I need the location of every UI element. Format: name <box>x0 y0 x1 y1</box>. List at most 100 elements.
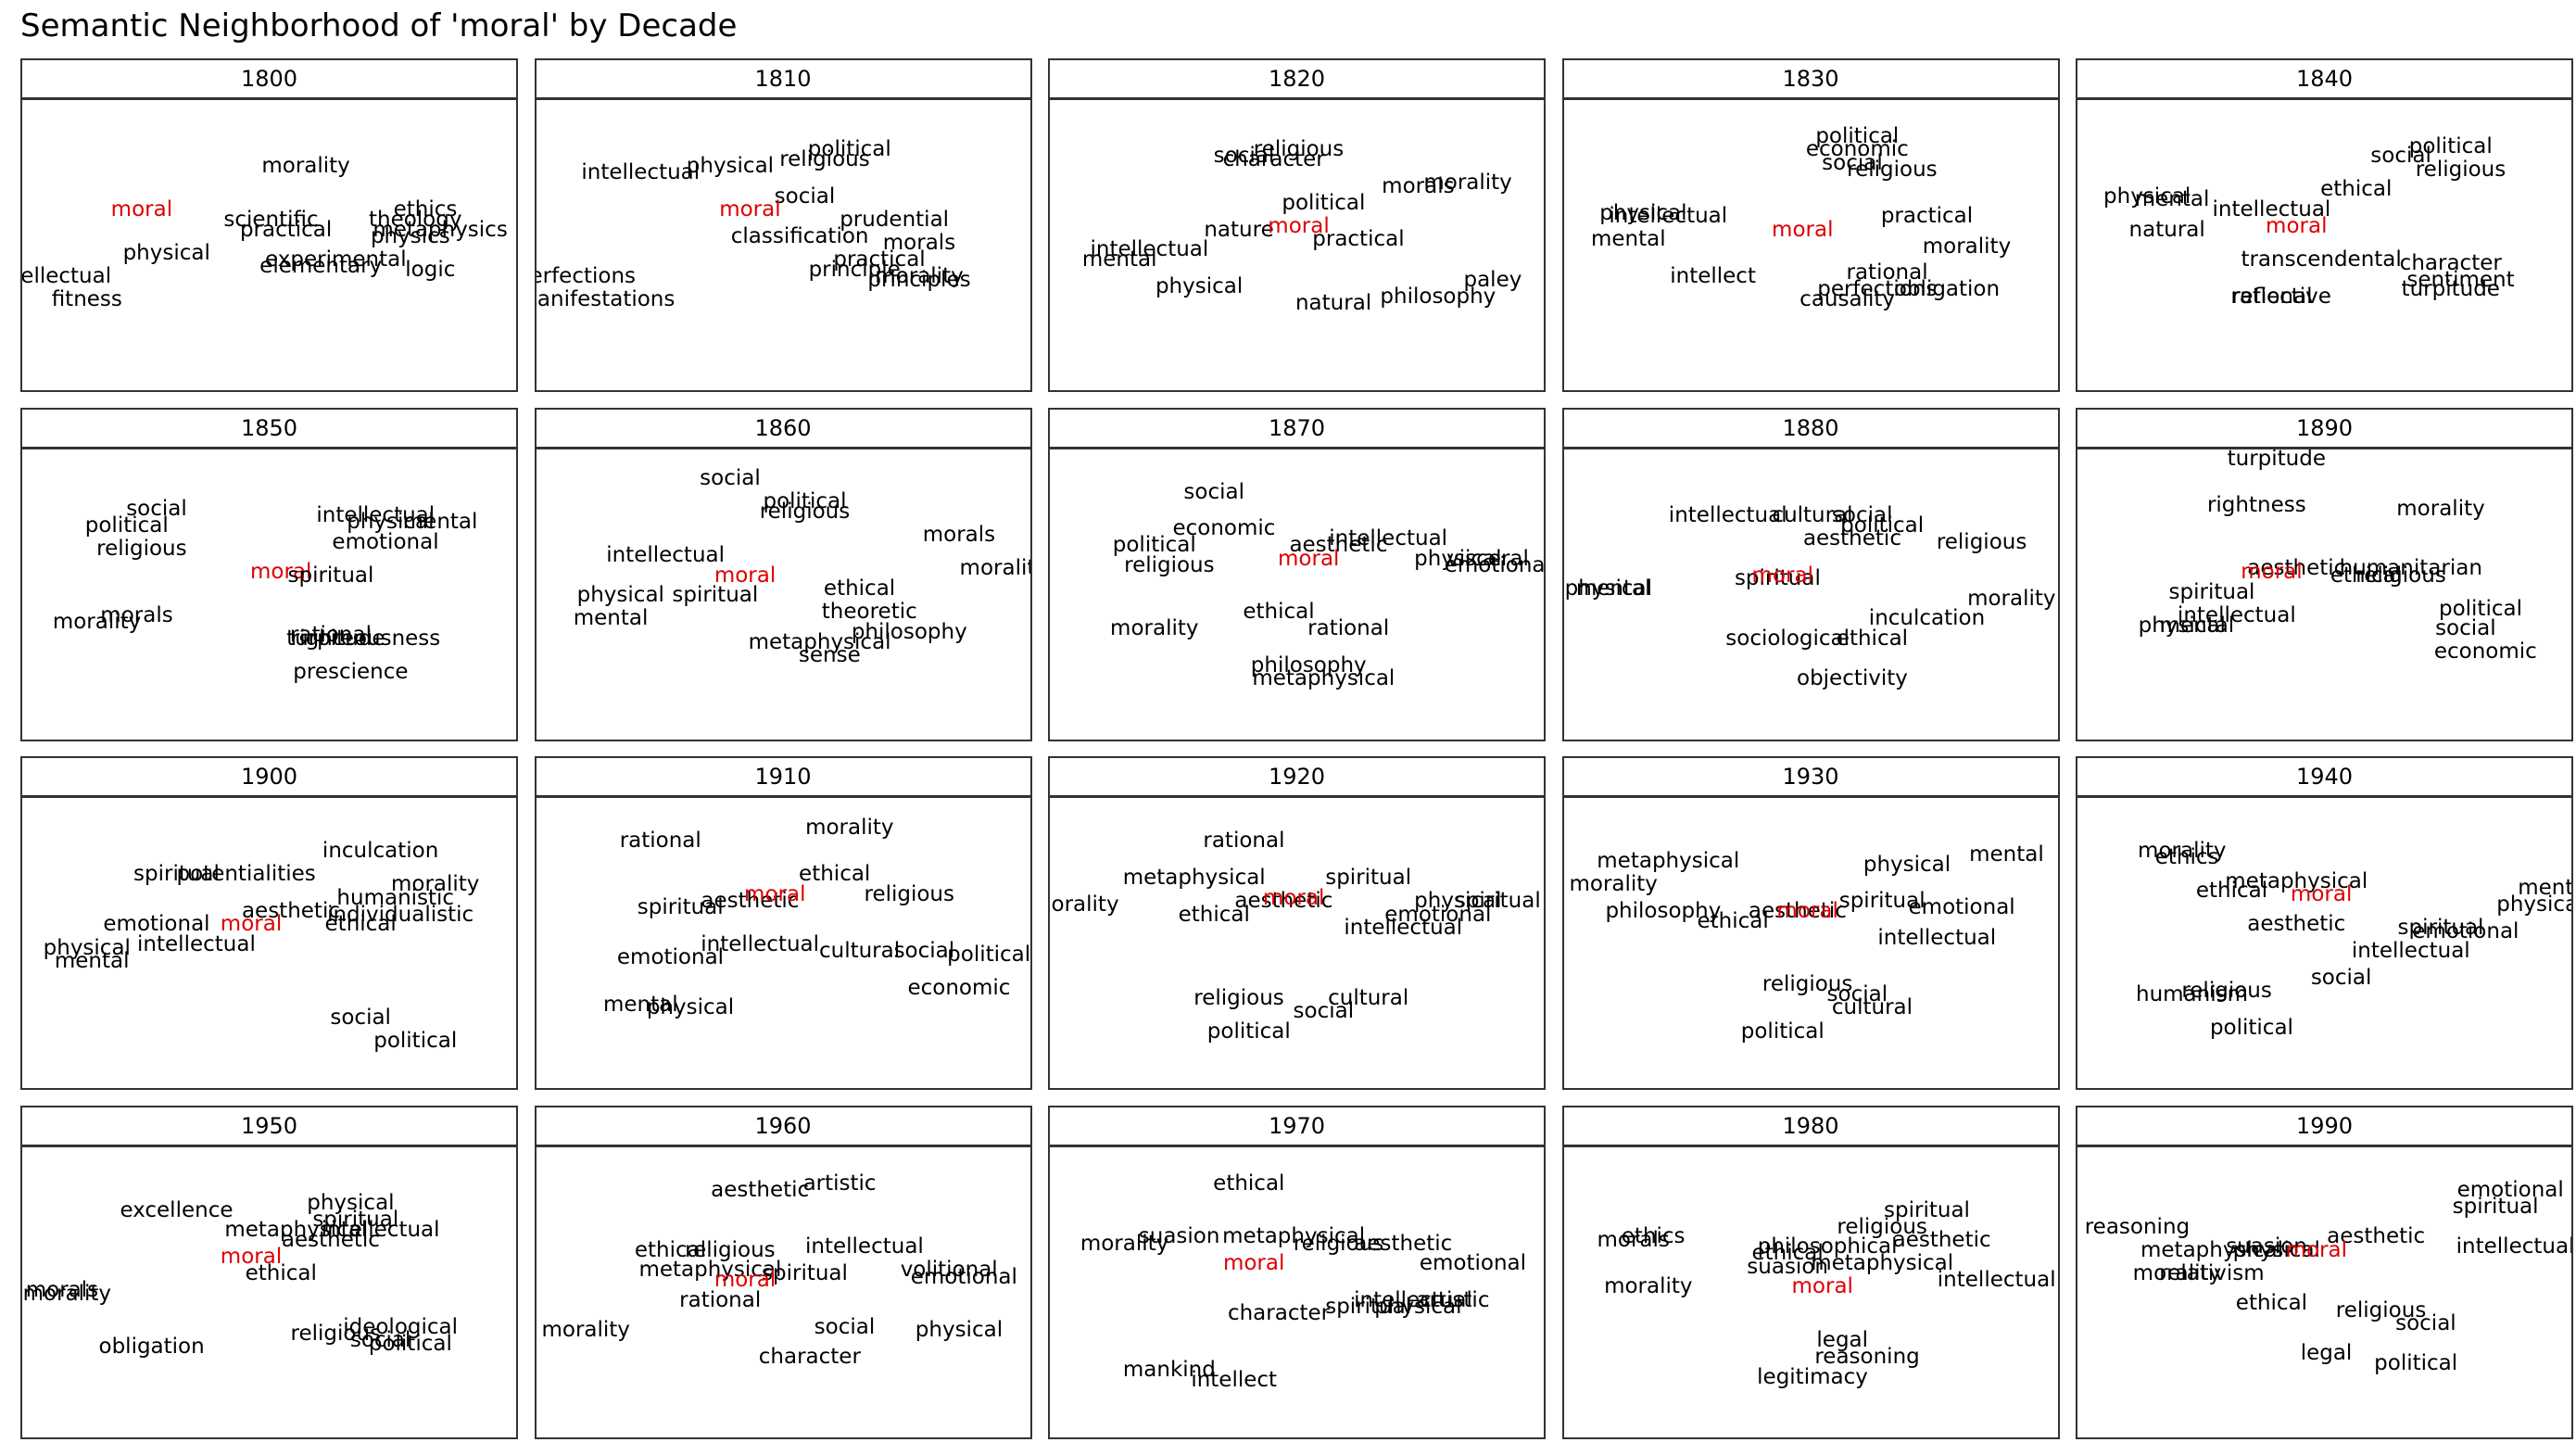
neighbor-word-label: philosophy <box>1250 652 1367 677</box>
neighbor-word-label: social <box>2435 616 2496 641</box>
panel-plot-area: spiritual religious morals ethics aesthetic p… <box>1561 1146 2060 1440</box>
neighbor-word-label: philosophy <box>1605 898 1722 923</box>
neighbor-word-label: intellectual <box>1668 502 1787 527</box>
neighbor-word-label: ideological <box>343 1314 459 1339</box>
panel-1810: 1810 political religious intellectual physic… <box>534 58 1032 392</box>
neighbor-word-label: spiritual <box>2397 915 2484 940</box>
neighbor-word-label: morals <box>1597 1228 1670 1253</box>
neighbor-word-label: political <box>368 1331 452 1356</box>
neighbor-word-label: intellectual <box>1344 915 1463 940</box>
neighbor-word-label: religious <box>779 147 870 171</box>
neighbor-word-label: legal <box>2300 1341 2353 1366</box>
neighbor-word-label: religious <box>685 1237 776 1262</box>
neighbor-word-label: physical <box>576 583 664 608</box>
neighbor-word-label: morals <box>25 1278 99 1303</box>
neighbor-word-label: mental <box>602 992 678 1017</box>
neighbor-word-label: perfections <box>1817 277 1938 302</box>
neighbor-word-label: physical <box>1414 546 1502 571</box>
neighbor-word-label: physical <box>2138 613 2226 638</box>
neighbor-word-label: political <box>1282 190 1366 215</box>
neighbor-word-label: political <box>1206 1018 1291 1044</box>
neighbor-word-label: religious <box>1253 137 1345 162</box>
neighbor-word-label: transcendental <box>2241 247 2402 272</box>
neighbor-word-label: suasion <box>1138 1224 1220 1249</box>
neighbor-word-label: mental <box>2159 613 2235 638</box>
neighbor-word-label: practical <box>239 217 333 242</box>
neighbor-word-label: economic <box>1172 516 1276 541</box>
neighbor-word-label: aesthetic <box>1289 533 1388 558</box>
neighbor-word-label: metaphysical <box>1122 865 1266 890</box>
panel-1820: 1820 religious social character morals morali… <box>1048 58 1546 392</box>
neighbor-word-label: physical <box>2496 892 2571 917</box>
target-word-label: moral <box>1268 214 1330 238</box>
neighbor-word-label: turpitude <box>2401 277 2500 302</box>
neighbor-word-label: ethical <box>1836 626 1909 652</box>
target-word-label: moral <box>1222 1251 1285 1276</box>
neighbor-word-label: cultural <box>1772 502 1853 527</box>
neighbor-word-label: sentiment <box>2406 267 2515 292</box>
neighbor-word-label: physical <box>1599 200 1687 225</box>
neighbor-word-label: rational <box>1203 829 1285 854</box>
panel-1850: 1850 social political intellectual physical m… <box>20 407 518 741</box>
neighbor-word-label: humanistic <box>336 885 455 910</box>
neighbor-word-label: spiritual <box>762 1261 848 1286</box>
neighbor-word-label: political <box>763 489 847 514</box>
neighbor-word-label: prescience <box>293 660 409 685</box>
target-word-label: moral <box>744 881 806 906</box>
neighbor-word-label: morals <box>1382 173 1455 198</box>
panel-plot-area: social political intellectual physical menta… <box>20 448 518 741</box>
target-word-label: moral <box>713 1268 777 1293</box>
neighbor-word-label: principle <box>808 257 901 282</box>
neighbor-word-label: social <box>1831 502 1893 527</box>
neighbor-word-label: political <box>807 137 891 162</box>
neighbor-word-label: spiritual <box>637 895 724 920</box>
neighbor-word-label: political <box>84 512 169 538</box>
neighbor-word-label: morality <box>1922 234 2012 259</box>
panel-plot-area: excellence physical spiritual metaphysical i… <box>20 1146 518 1440</box>
panel-title: 1880 <box>1561 407 2060 449</box>
neighbor-word-label: morals <box>922 523 996 548</box>
neighbor-word-label: ethical <box>324 912 397 937</box>
target-word-label: moral <box>1772 217 1834 242</box>
neighbor-word-label: nature <box>1204 217 1274 242</box>
panel-title: 1800 <box>20 58 518 99</box>
neighbor-word-label: classification <box>730 223 869 248</box>
neighbor-word-label: religious <box>1762 972 1853 997</box>
panel-plot-area: religious social character morals morality po… <box>1048 99 1546 392</box>
neighbor-word-label: aesthetic <box>1802 526 1901 551</box>
neighbor-word-label: spiritual <box>1838 889 1926 914</box>
neighbor-word-label: social <box>814 1314 876 1339</box>
panel-1960: 1960 aesthetic artistic ethical religious int… <box>534 1106 1032 1440</box>
neighbor-word-label: morality <box>52 610 142 635</box>
panel-title: 1860 <box>534 407 1032 449</box>
neighbor-word-label: causality <box>1799 287 1895 312</box>
neighbor-word-label: ethical <box>1178 902 1250 927</box>
neighbor-word-label: social <box>1826 981 1888 1006</box>
neighbor-word-label: humanitarian <box>2339 556 2482 581</box>
neighbor-word-label: mental <box>1081 247 1157 272</box>
neighbor-word-label: legitimacy <box>1757 1364 1868 1389</box>
panel-1870: 1870 social economic political religious aest… <box>1048 407 1546 741</box>
panel-1950: 1950 excellence physical spiritual metaphysi… <box>20 1106 518 1440</box>
neighbor-word-label: aesthetic <box>241 898 340 923</box>
panel-plot-area: intellectual cultural social political aesth… <box>1561 448 2060 741</box>
neighbor-word-label: intellectual <box>581 160 701 185</box>
neighbor-word-label: mental <box>573 606 649 631</box>
neighbor-word-label: social <box>126 496 187 521</box>
target-word-label: moral <box>1751 563 1813 588</box>
neighbor-word-label: spiritual <box>287 563 374 588</box>
neighbor-word-label: metaphysical <box>638 1258 782 1283</box>
neighbor-word-label: philosophy <box>1380 284 1496 309</box>
panel-plot-area: rational morality ethical aesthetic moral rel… <box>534 797 1032 1091</box>
neighbor-word-label: morals <box>882 231 956 255</box>
neighbor-word-label: aesthetic <box>1354 1231 1453 1256</box>
panel-title: 1940 <box>2076 756 2573 798</box>
neighbor-word-label: intellectual <box>701 931 820 956</box>
neighbor-word-label: morality <box>1967 586 2056 611</box>
neighbor-word-label: cultural <box>1328 985 1409 1010</box>
neighbor-word-label: practical <box>1312 227 1405 252</box>
neighbor-word-label: physics <box>370 223 450 248</box>
neighbor-word-label: individualistic <box>327 902 474 927</box>
neighbor-word-label: intellect <box>1191 1368 1278 1393</box>
neighbor-word-label: rightness <box>2206 493 2306 518</box>
